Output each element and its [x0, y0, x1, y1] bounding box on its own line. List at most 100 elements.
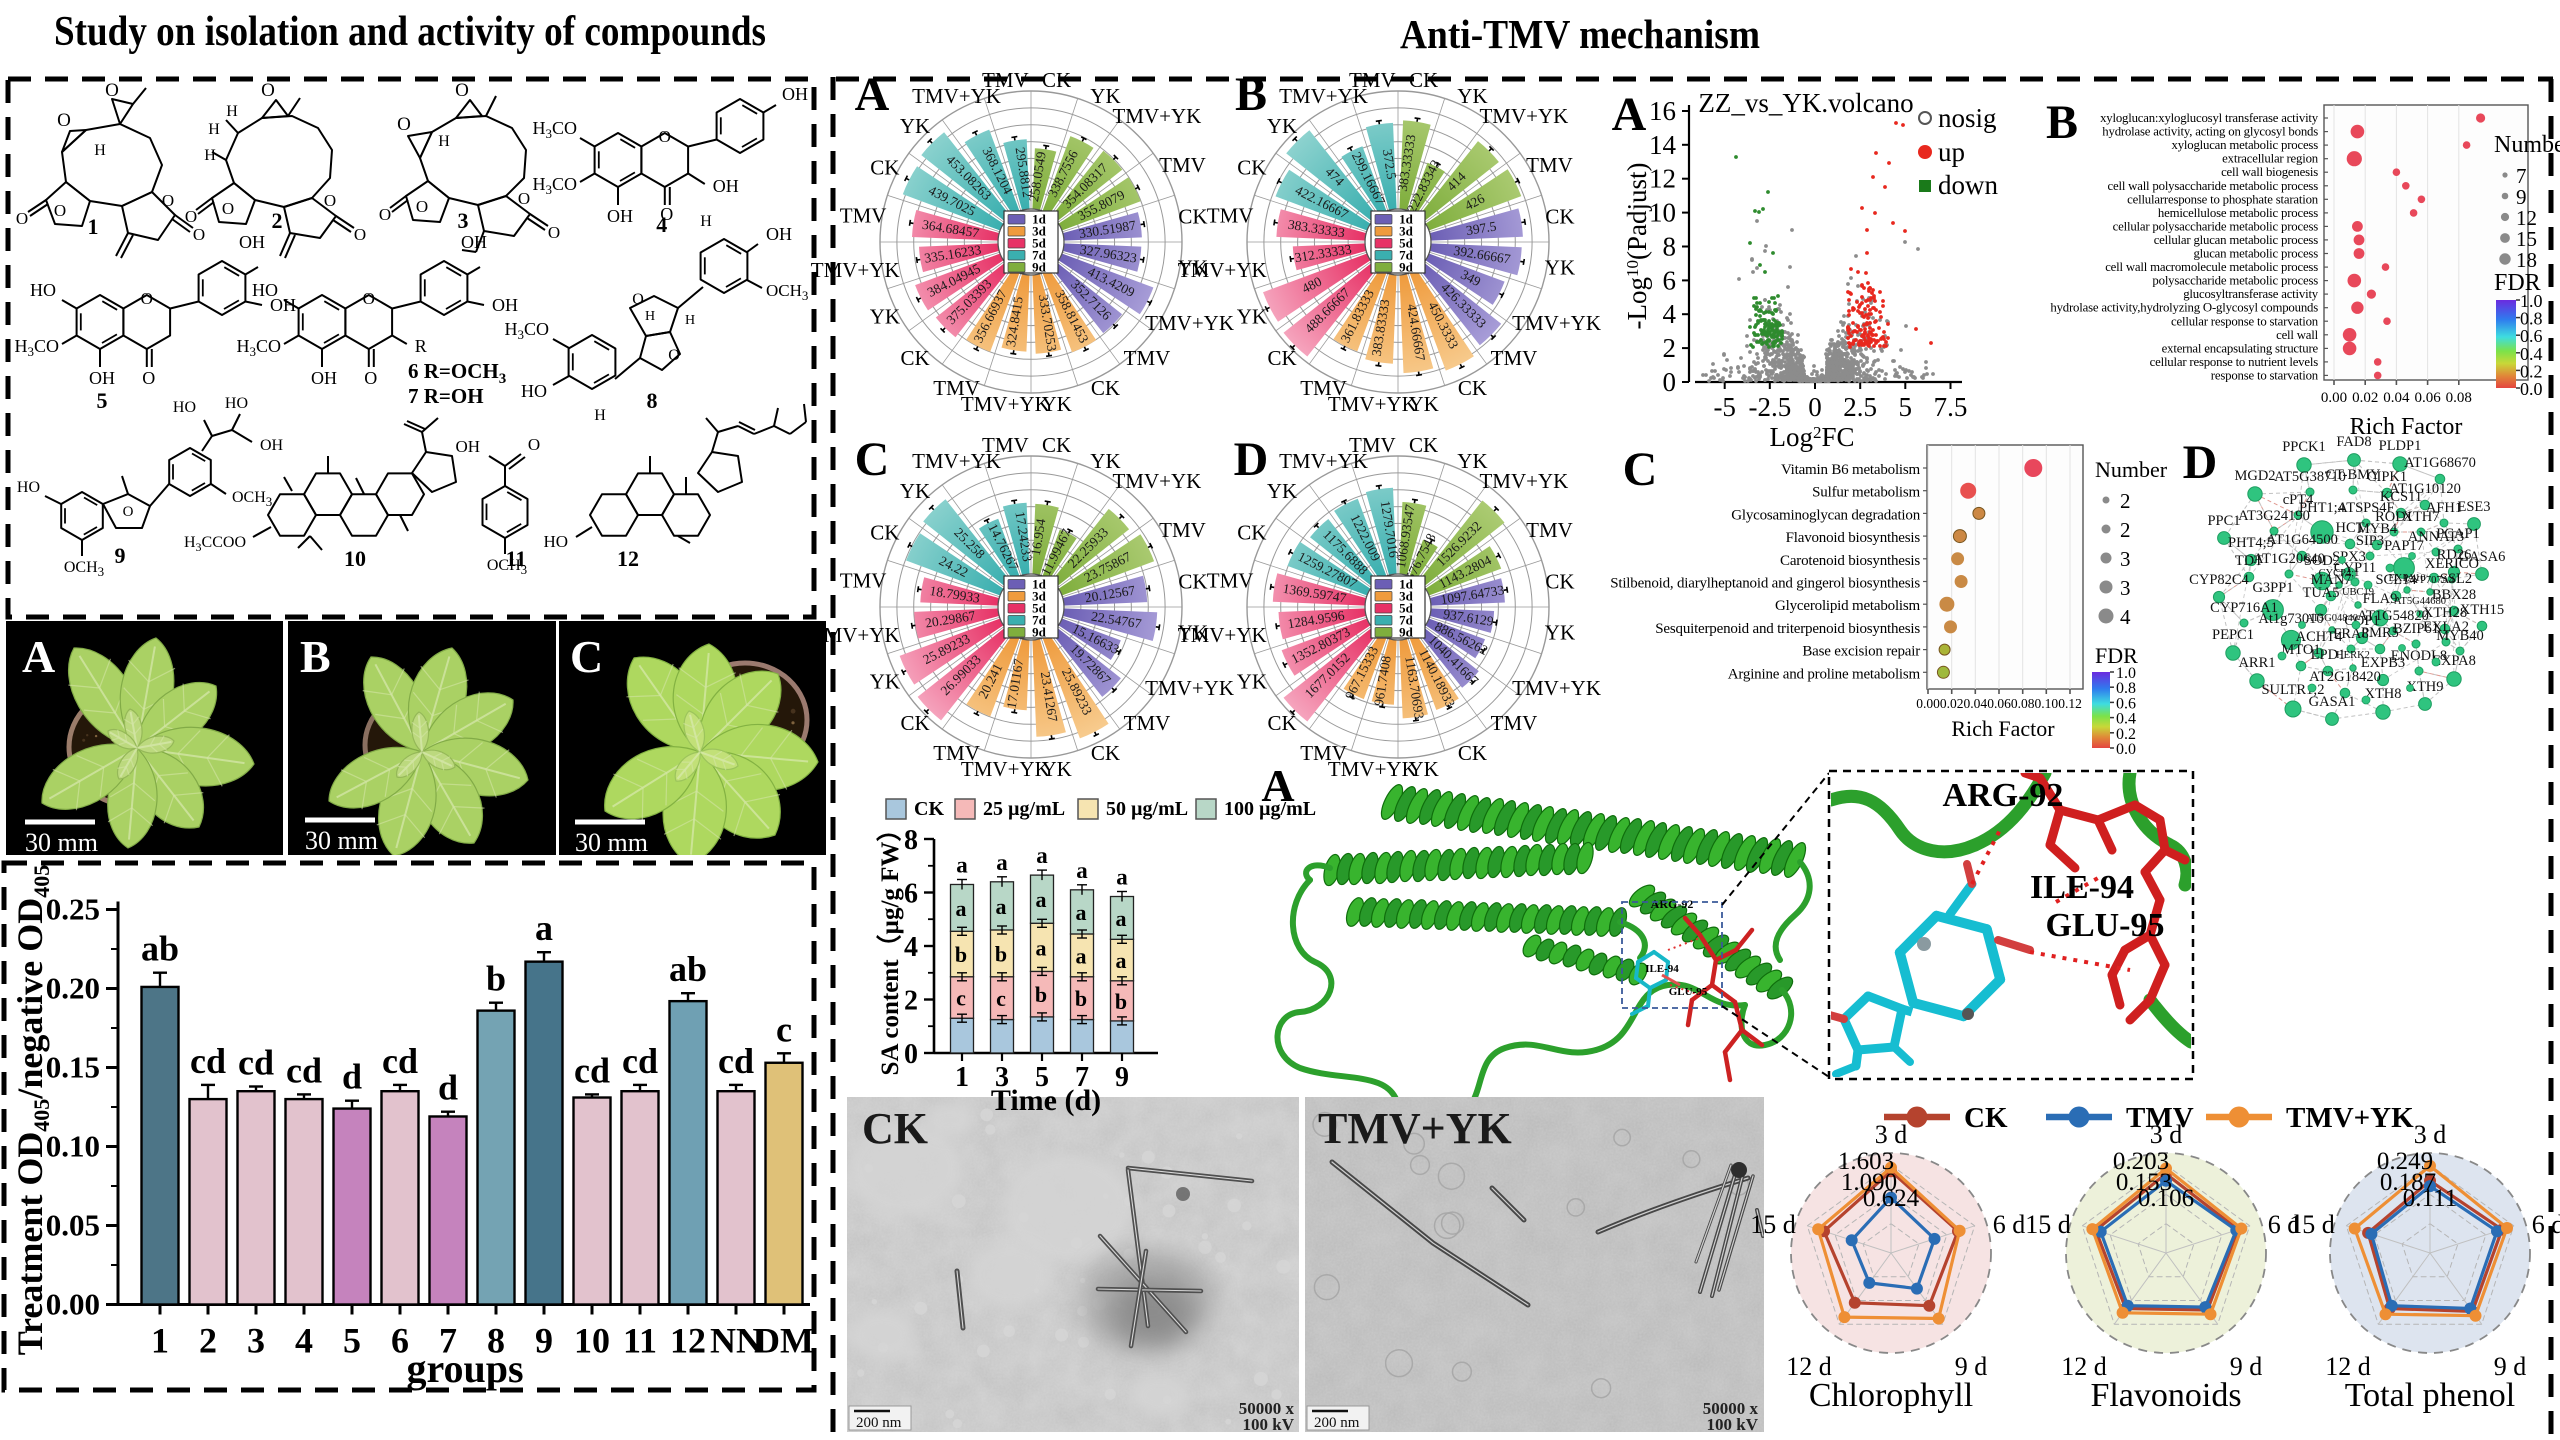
svg-text:TMV+YK: TMV+YK [2286, 1102, 2414, 1134]
svg-text:PMR5: PMR5 [2361, 625, 2399, 641]
svg-text:XTH28: XTH28 [2423, 605, 2467, 621]
svg-text:9 d: 9 d [2230, 1352, 2263, 1381]
svg-text:AT5G04840: AT5G04840 [2306, 613, 2358, 624]
svg-text:7d: 7d [1032, 248, 1047, 263]
svg-text:xyloglucan:xyloglucosyl transf: xyloglucan:xyloglucosyl transferase acti… [2100, 111, 2319, 125]
svg-text:12: 12 [617, 546, 639, 571]
svg-text:TMV: TMV [1300, 376, 1347, 400]
svg-text:7: 7 [1075, 1062, 1089, 1093]
svg-text:AT1G64500: AT1G64500 [2266, 532, 2338, 548]
svg-text:GLU-95: GLU-95 [2046, 907, 2165, 944]
svg-text:AT1G20640: AT1G20640 [2253, 551, 2325, 567]
svg-text:6 R=OCH3: 6 R=OCH3 [408, 359, 506, 387]
svg-text:2.5: 2.5 [1843, 392, 1877, 422]
svg-text:O: O [397, 114, 411, 135]
svg-text:TMV: TMV [1159, 518, 1206, 542]
svg-text:0.00: 0.00 [2321, 390, 2347, 406]
svg-text:HCT: HCT [2336, 520, 2365, 536]
svg-text:0.04: 0.04 [2383, 390, 2410, 406]
svg-text:ab: ab [669, 949, 707, 989]
svg-text:A: A [855, 68, 890, 121]
svg-text:a: a [1036, 887, 1047, 912]
svg-text:YK: YK [1237, 304, 1267, 328]
svg-text:OH: OH [239, 232, 265, 252]
svg-text:9: 9 [115, 543, 126, 568]
svg-text:TDT: TDT [2235, 553, 2263, 569]
svg-text:OH: OH [713, 176, 739, 196]
svg-text:GASA6: GASA6 [2459, 549, 2506, 565]
svg-text:15 d: 15 d [2289, 1210, 2335, 1239]
svg-text:0.187: 0.187 [2380, 1169, 2436, 1196]
svg-text:CK: CK [1178, 569, 1207, 593]
svg-text:3: 3 [2120, 576, 2131, 600]
svg-text:25 µg/mL: 25 µg/mL [983, 798, 1065, 820]
svg-text:cellular glucan metabolic proc: cellular glucan metabolic process [2154, 233, 2319, 247]
svg-text:a: a [956, 852, 968, 877]
svg-text:TMV+YK: TMV+YK [961, 757, 1050, 781]
svg-text:OH: OH [455, 437, 480, 456]
svg-text:TMV: TMV [933, 376, 980, 400]
svg-text:TMV: TMV [1491, 711, 1538, 735]
svg-text:O: O [141, 289, 153, 308]
svg-text:0.00: 0.00 [1916, 696, 1940, 711]
svg-text:TMV: TMV [1124, 346, 1171, 370]
svg-text:d: d [438, 1068, 458, 1108]
svg-text:YK: YK [870, 669, 900, 693]
svg-text:cellular polysaccharide metabo: cellular polysaccharide metabolic proces… [2113, 219, 2319, 233]
svg-text:3d: 3d [1032, 589, 1047, 604]
svg-text:1d: 1d [1032, 212, 1047, 227]
svg-text:9d: 9d [1399, 260, 1414, 275]
svg-text:4: 4 [1663, 299, 1677, 329]
svg-text:TMV: TMV [982, 433, 1029, 457]
svg-text:6: 6 [1663, 265, 1677, 295]
svg-text:CK: CK [1964, 1102, 2008, 1134]
svg-text:TMV: TMV [1124, 711, 1171, 735]
svg-text:b: b [1035, 982, 1047, 1007]
svg-text:TMV+YK: TMV+YK [1178, 623, 1267, 647]
svg-text:a: a [996, 894, 1007, 919]
svg-text:ANNAT3: ANNAT3 [2408, 529, 2464, 545]
svg-text:TMV: TMV [1526, 518, 1573, 542]
svg-text:0.0: 0.0 [2520, 379, 2543, 399]
svg-text:CK: CK [1458, 741, 1487, 765]
svg-text:O: O [632, 291, 644, 308]
svg-text:a: a [1116, 906, 1127, 931]
svg-text:PCAP1: PCAP1 [2436, 526, 2480, 542]
svg-text:0.6: 0.6 [2520, 326, 2543, 346]
svg-text:YK: YK [1178, 621, 1208, 645]
svg-text:ab: ab [141, 929, 179, 969]
svg-text:TMV+YK: TMV+YK [1328, 757, 1417, 781]
svg-text:HO: HO [225, 395, 248, 412]
svg-text:7: 7 [2516, 164, 2527, 188]
svg-text:SCL14: SCL14 [2375, 572, 2417, 588]
svg-text:Sulfur metabolism: Sulfur metabolism [1812, 485, 1920, 501]
svg-text:CYP11: CYP11 [2334, 560, 2376, 576]
svg-text:TMV+YK: TMV+YK [1112, 104, 1201, 128]
svg-text:YK: YK [1267, 479, 1297, 503]
svg-text:YK: YK [900, 479, 930, 503]
svg-text:H: H [645, 309, 655, 324]
svg-text:3 d: 3 d [1875, 1120, 1908, 1149]
svg-text:CK: CK [1267, 346, 1296, 370]
svg-text:1d: 1d [1399, 212, 1414, 227]
svg-text:cd: cd [718, 1041, 754, 1081]
svg-text:EXPA8: EXPA8 [2432, 653, 2476, 669]
svg-text:100 kV: 100 kV [1707, 1415, 1759, 1434]
svg-text:0.10: 0.10 [2035, 696, 2059, 711]
svg-text:TMV+YK: TMV+YK [912, 449, 1001, 473]
svg-text:16.954: 16.954 [1028, 517, 1049, 556]
svg-text:AT5G38710: AT5G38710 [2274, 469, 2346, 485]
svg-text:14: 14 [1649, 130, 1677, 160]
svg-text:3: 3 [995, 1062, 1009, 1093]
svg-text:C: C [570, 631, 603, 682]
svg-text:CK: CK [900, 711, 929, 735]
svg-text:6: 6 [391, 1321, 409, 1361]
svg-text:XERICO: XERICO [2425, 556, 2479, 572]
svg-text:A: A [1612, 88, 1647, 141]
svg-text:HO: HO [17, 479, 40, 496]
svg-text:A: A [1261, 760, 1294, 811]
svg-text:CYP707A4: CYP707A4 [2405, 575, 2455, 586]
svg-text:OH: OH [260, 437, 284, 454]
svg-text:0.153: 0.153 [2116, 1169, 2172, 1196]
svg-text:G3PP1: G3PP1 [2252, 580, 2293, 596]
